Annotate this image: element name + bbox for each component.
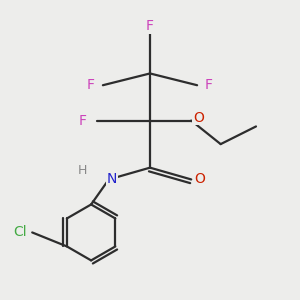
Text: O: O: [193, 111, 204, 124]
Text: F: F: [78, 114, 86, 128]
Text: N: N: [106, 172, 117, 186]
Text: F: F: [205, 78, 213, 92]
Text: H: H: [78, 164, 87, 177]
Text: F: F: [146, 19, 154, 33]
Text: Cl: Cl: [14, 225, 27, 239]
Text: O: O: [195, 172, 206, 186]
Text: F: F: [87, 78, 95, 92]
